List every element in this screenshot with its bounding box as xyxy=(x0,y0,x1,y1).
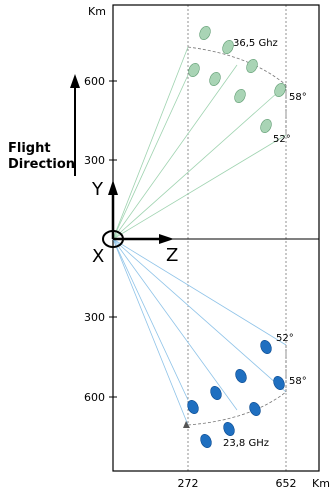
upper-frequency-label: 36,5 Ghz xyxy=(233,38,278,49)
tick-label-272: 272 xyxy=(178,477,199,490)
upper-scan-arc xyxy=(187,46,287,86)
lower-footprint xyxy=(235,369,247,383)
z-axis-arrow-head xyxy=(159,234,174,244)
lower-footprint xyxy=(223,422,235,436)
tick-label-652: 652 xyxy=(276,477,297,490)
lower-footprint xyxy=(260,340,272,354)
upper-footprint xyxy=(246,59,258,73)
tick-label-600-lower: 600 xyxy=(84,391,105,404)
lower-frequency-label: 23,8 GHz xyxy=(223,438,269,449)
y-axis-arrow-head xyxy=(108,180,118,195)
left-axis-unit: Km xyxy=(88,5,106,18)
lower-angle-52-label: 52° xyxy=(276,333,294,344)
tick-label-300-upper: 300 xyxy=(84,154,105,167)
axis-label-z: Z xyxy=(166,245,178,266)
upper-footprint xyxy=(222,40,234,54)
upper-angle-52-label: 52° xyxy=(273,134,291,145)
upper-footprint xyxy=(234,89,246,103)
flight-direction-label-line1: Flight xyxy=(8,141,51,156)
flight-direction-arrow-head xyxy=(70,74,80,88)
lower-scan-rays xyxy=(112,238,287,426)
lower-footprint xyxy=(187,400,199,414)
tick-label-300-lower: 300 xyxy=(84,311,105,324)
axis-label-y: Y xyxy=(91,179,104,200)
lower-scan-arc xyxy=(187,391,287,426)
bottom-axis-unit: Km xyxy=(312,477,330,490)
tick-label-600-upper: 600 xyxy=(84,75,105,88)
upper-footprint xyxy=(199,26,211,40)
axis-label-x: X xyxy=(92,246,104,267)
lower-angle-58-label: 58° xyxy=(289,376,307,387)
lower-footprint xyxy=(200,434,212,448)
lower-footprints xyxy=(187,340,285,448)
lower-arc-arrowhead xyxy=(183,421,190,428)
lower-footprint xyxy=(249,402,261,416)
flight-direction-label-line2: Direction xyxy=(8,157,75,172)
upper-scan-rays xyxy=(112,46,287,240)
lower-footprint xyxy=(273,376,285,390)
upper-footprint xyxy=(260,119,272,133)
upper-angle-58-label: 58° xyxy=(289,92,307,103)
upper-footprints xyxy=(188,26,286,133)
lower-footprint xyxy=(210,386,222,400)
upper-footprint xyxy=(209,72,221,86)
upper-footprint xyxy=(274,83,286,97)
upper-footprint xyxy=(188,63,200,77)
